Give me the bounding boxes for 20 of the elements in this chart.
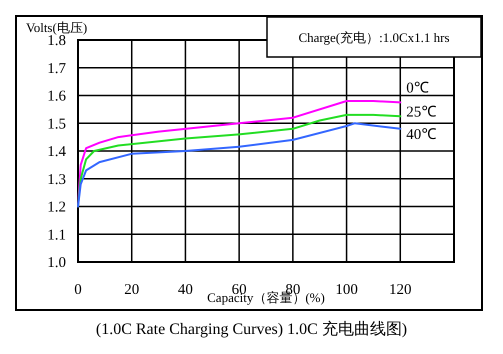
- series-label: 0℃: [406, 80, 429, 96]
- y-tick-label: 1.7: [47, 60, 66, 77]
- y-tick-label: 1.4: [47, 144, 66, 160]
- annotation: Charge(充电）:1.0Cx1.1 hrs: [298, 30, 450, 45]
- x-tick-label: 40: [178, 282, 193, 298]
- y-tick-label: 1.2: [47, 200, 66, 216]
- y-tick-label: 1.3: [47, 172, 66, 188]
- text: (1.0C Rate Charging Curves) 1.0C 充电曲线图): [96, 320, 408, 338]
- series-label: 40℃: [406, 126, 436, 143]
- y-tick-label: 1.8: [47, 33, 66, 49]
- x-tick-label: 0: [74, 282, 82, 298]
- x-tick-label: 100: [335, 282, 358, 298]
- y-tick-label: 1.1: [47, 227, 66, 244]
- y-tick-label: 1.0: [47, 255, 66, 271]
- y-axis-title: Volts(电压): [26, 20, 88, 35]
- x-tick-label: 120: [389, 282, 412, 298]
- y-tick-label: 1.6: [47, 88, 66, 104]
- y-tick-label: 1.5: [47, 116, 66, 132]
- x-tick-label: 20: [124, 282, 140, 298]
- series-label: 25℃: [406, 104, 436, 120]
